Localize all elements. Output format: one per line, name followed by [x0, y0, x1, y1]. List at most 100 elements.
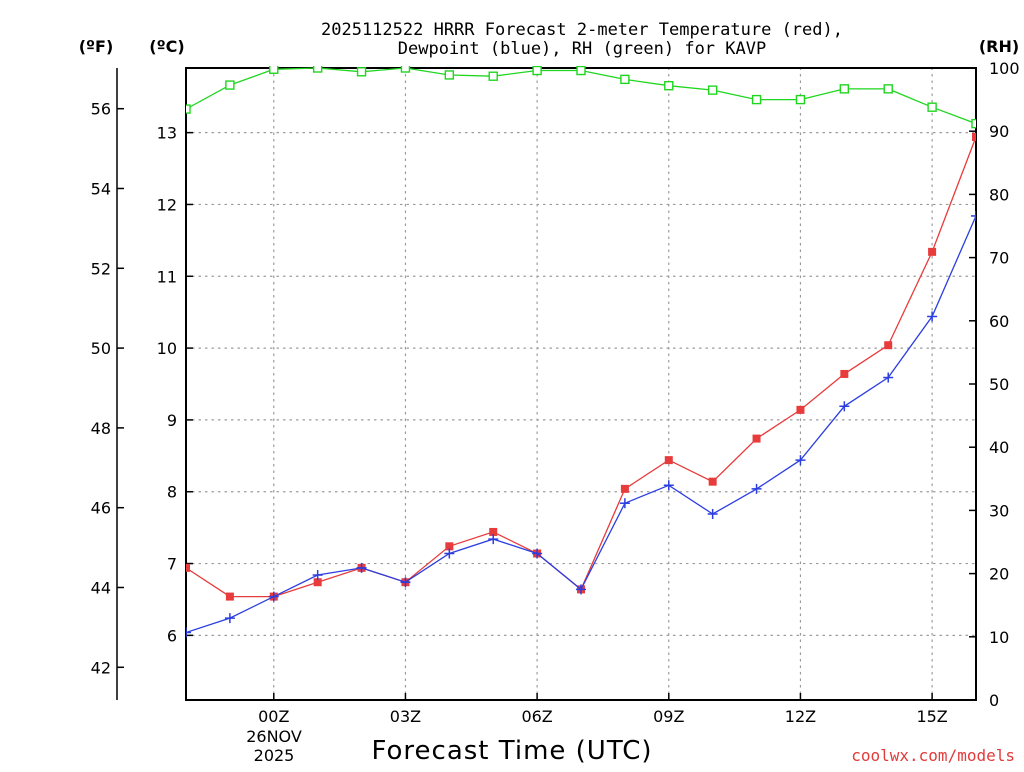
temperature-point — [620, 484, 629, 493]
rh-point — [751, 94, 762, 105]
x-tick-label: 15Z — [916, 707, 947, 726]
dewpoint-point — [224, 613, 235, 624]
dewpoint-point — [576, 584, 586, 595]
x-axis-label: Forecast Time (UTC) — [371, 736, 652, 766]
rh-tick-label: 20 — [989, 565, 1009, 584]
gridlines — [185, 67, 977, 701]
rh-point — [576, 66, 586, 76]
dewpoint-point — [883, 372, 894, 383]
rh-point — [971, 118, 976, 129]
rh-point — [707, 85, 718, 95]
x-tick-label: 03Z — [390, 707, 421, 726]
chart-title: 2025112522 HRRR Forecast 2-meter Tempera… — [321, 20, 843, 40]
series-line-dewpoint — [186, 215, 976, 634]
celsius-tick-label: 11 — [157, 267, 177, 286]
rh-tick-label: 50 — [989, 375, 1009, 394]
dewpoint-point — [532, 548, 543, 559]
rh-point — [269, 66, 279, 74]
x-tick-label: 09Z — [653, 707, 684, 726]
series-rh — [186, 66, 976, 129]
celsius-unit-label: (ºC) — [149, 37, 184, 56]
dewpoint-point — [619, 498, 630, 509]
data-series — [186, 66, 976, 638]
dewpoint-point — [927, 311, 938, 322]
temperature-point — [313, 578, 322, 587]
dewpoint-point — [795, 455, 806, 466]
temperature-point — [884, 341, 893, 350]
rh-point — [620, 74, 630, 85]
rh-point — [532, 66, 542, 76]
rh-point — [795, 94, 806, 105]
rh-tick-label: 80 — [989, 185, 1009, 204]
temperature-point — [489, 527, 498, 536]
dewpoint-point — [488, 534, 499, 545]
date-label-day: 26NOV — [246, 727, 302, 746]
series-line-rh — [186, 67, 976, 125]
dewpoint-point — [312, 570, 323, 581]
dewpoint-point — [400, 577, 411, 588]
rh-tick-label: 60 — [989, 312, 1009, 331]
dewpoint-point — [663, 480, 674, 491]
fahrenheit-tick-label: 42 — [91, 658, 111, 677]
dewpoint-point — [707, 508, 718, 519]
series-line-temperature — [186, 136, 976, 598]
credit-text: coolwx.com/models — [851, 746, 1015, 765]
celsius-tick-label: 10 — [157, 339, 177, 358]
fahrenheit-tick-label: 56 — [91, 100, 111, 119]
dewpoint-point — [971, 210, 976, 221]
dewpoint-point — [186, 627, 191, 638]
temperature-point — [708, 477, 717, 486]
temperature-point — [752, 434, 761, 443]
rh-point — [664, 80, 674, 91]
fahrenheit-tick-label: 48 — [91, 419, 111, 438]
chart-subtitle: Dewpoint (blue), RH (green) for KAVP — [398, 39, 766, 59]
temperature-point — [445, 542, 454, 551]
x-tick-label: 12Z — [785, 707, 816, 726]
dewpoint-point — [268, 591, 279, 602]
rh-tick-label: 40 — [989, 438, 1009, 457]
rh-tick-label: 70 — [989, 249, 1009, 268]
celsius-tick-label: 8 — [167, 483, 177, 502]
x-tick-label: 06Z — [521, 707, 552, 726]
celsius-tick-label: 6 — [167, 626, 177, 645]
rh-point — [225, 80, 235, 90]
fahrenheit-unit-label: (ºF) — [79, 37, 114, 56]
rh-tick-label: 10 — [989, 628, 1009, 647]
dewpoint-point — [839, 401, 850, 412]
rh-point — [444, 70, 455, 80]
dewpoint-point — [751, 483, 762, 494]
dewpoint-point — [356, 562, 367, 573]
fahrenheit-tick-label: 46 — [91, 499, 111, 518]
celsius-tick-label: 9 — [167, 411, 177, 430]
rh-tick-label: 90 — [989, 122, 1009, 141]
series-dewpoint — [186, 210, 976, 638]
rh-point — [186, 104, 191, 114]
fahrenheit-tick-label: 54 — [91, 179, 111, 198]
rh-tick-label: 30 — [989, 501, 1009, 520]
fahrenheit-tick-label: 52 — [91, 259, 111, 278]
celsius-tick-label: 7 — [167, 555, 177, 574]
rh-point — [927, 102, 937, 112]
rh-point — [883, 84, 893, 94]
rh-point — [488, 71, 498, 81]
rh-point — [400, 66, 411, 73]
rh-point — [312, 66, 323, 73]
plot-frame — [185, 67, 977, 701]
rh-tick-label: 0 — [989, 691, 999, 710]
celsius-tick-label: 13 — [157, 124, 177, 143]
temperature-point — [972, 132, 976, 141]
fahrenheit-tick-label: 44 — [91, 578, 111, 597]
rh-point — [839, 84, 850, 94]
fahrenheit-tick-label: 50 — [91, 339, 111, 358]
temperature-point — [186, 563, 190, 572]
temperature-point — [796, 405, 805, 414]
temperature-point — [664, 456, 673, 465]
x-tick-label: 00Z — [258, 707, 289, 726]
temperature-point — [928, 247, 937, 256]
temperature-point — [840, 369, 849, 378]
rh-unit-label: (RH) — [979, 37, 1019, 56]
celsius-tick-label: 12 — [157, 195, 177, 214]
dewpoint-point — [444, 548, 455, 559]
